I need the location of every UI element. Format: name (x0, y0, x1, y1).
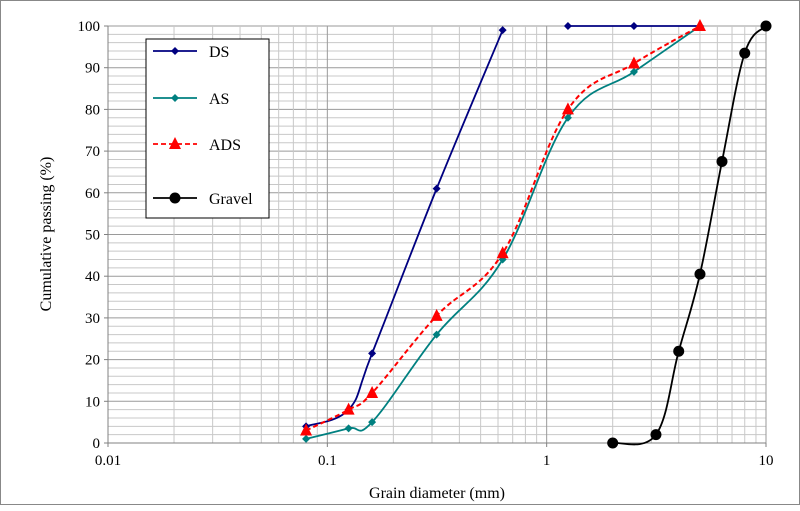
series-line (305, 25, 701, 432)
data-point (342, 402, 355, 415)
data-point (561, 102, 574, 115)
legend-marker (171, 47, 179, 55)
series-ads (300, 19, 706, 436)
y-tick-label: 90 (85, 61, 100, 77)
x-axis-label: Grain diameter (mm) (369, 485, 505, 502)
y-tick-label: 50 (85, 228, 100, 244)
legend-label: ADS (209, 137, 241, 154)
series-line (305, 29, 504, 428)
data-point (498, 26, 507, 35)
legend-box (145, 38, 270, 219)
legend-label: AS (209, 91, 229, 108)
y-tick-label: 80 (85, 102, 100, 118)
data-point (694, 268, 706, 280)
data-point (368, 418, 377, 427)
y-tick-label: 60 (85, 186, 100, 202)
data-point (432, 330, 441, 339)
data-point (496, 246, 509, 259)
series-line (305, 25, 701, 440)
data-point (563, 22, 572, 30)
data-point (693, 19, 706, 31)
data-point (366, 385, 379, 398)
series-layer (300, 19, 772, 449)
y-tick-label: 10 (85, 394, 100, 410)
data-point (430, 308, 443, 321)
data-point (716, 156, 728, 168)
legend-label: DS (209, 44, 229, 61)
y-tick-label: 0 (93, 436, 101, 452)
data-point (498, 255, 507, 264)
data-point (302, 434, 311, 443)
data-point (627, 56, 640, 69)
legend-label: Gravel (209, 191, 253, 208)
x-tick-label: 0.1 (318, 453, 337, 469)
y-tick-label: 70 (85, 144, 100, 160)
data-point (607, 437, 619, 449)
data-point (563, 113, 572, 122)
series-gravel (607, 20, 772, 449)
data-point (629, 67, 638, 76)
data-point (629, 22, 638, 30)
y-tick-label: 100 (78, 19, 101, 35)
data-point (344, 424, 353, 433)
data-point (432, 184, 441, 193)
axes: 0 10 20 30 40 50 60 70 80 90 100 0.01 0.1 1 10 (78, 19, 774, 469)
x-tick-label: 0.01 (95, 453, 121, 469)
legend-marker (171, 94, 179, 102)
x-tick-label: 1 (543, 453, 551, 469)
data-point (368, 349, 377, 358)
x-tick-label: 10 (759, 453, 774, 469)
y-tick-label: 30 (85, 311, 100, 327)
data-point (650, 429, 662, 441)
y-axis-label: Cumulative passing (%) (38, 157, 55, 312)
data-point (760, 20, 772, 32)
y-tick-label: 20 (85, 353, 100, 369)
data-point (673, 345, 685, 357)
legend-marker (169, 137, 181, 149)
data-point (300, 423, 313, 436)
data-point (739, 47, 751, 59)
legend: DS AS ADS Gravel (145, 38, 270, 219)
legend-marker (169, 192, 181, 204)
series-line (612, 25, 767, 446)
grid (107, 25, 767, 444)
y-tick-label: 40 (85, 269, 100, 285)
